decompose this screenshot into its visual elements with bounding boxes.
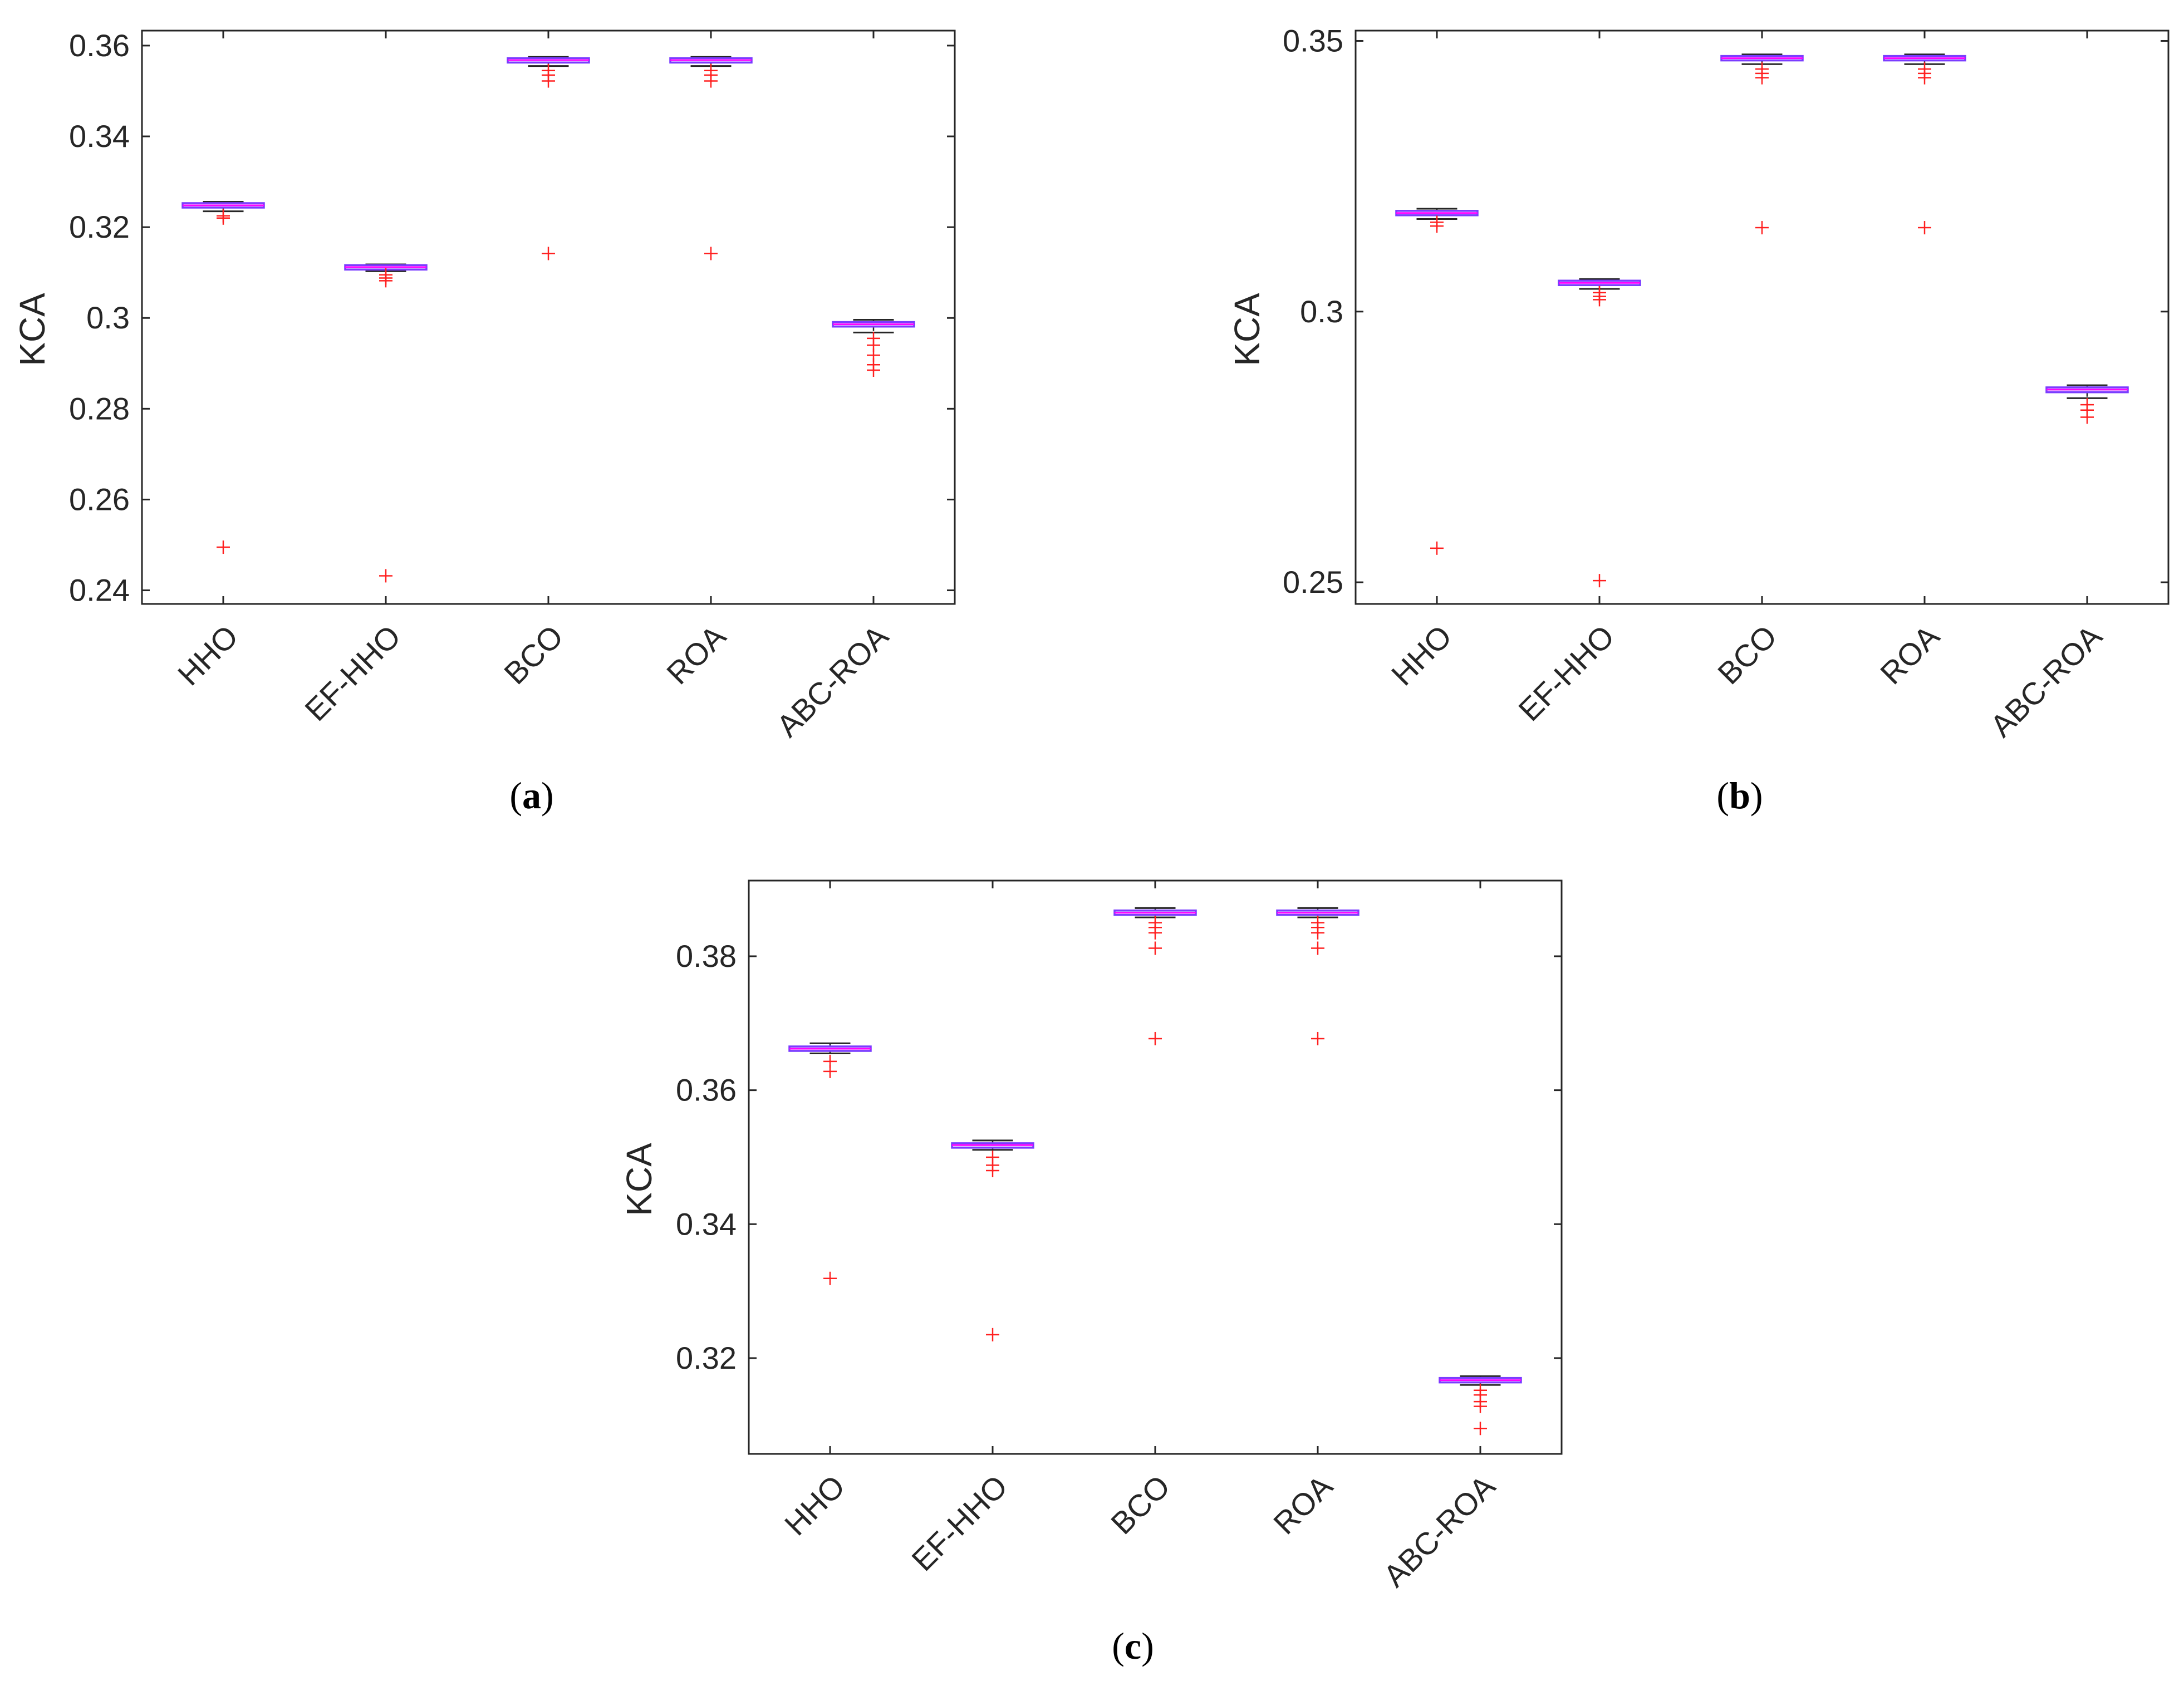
outlier-marker	[1918, 71, 1931, 85]
x-category-label: ABC-ROA	[770, 618, 895, 743]
panel-caption: (c)	[1112, 1625, 1154, 1667]
x-category-label: EF-HHO	[298, 618, 407, 728]
outlier-marker	[823, 1064, 837, 1078]
x-category-label: ABC-ROA	[1984, 618, 2109, 743]
outlier-marker	[1311, 926, 1324, 940]
x-category-label: BCO	[1711, 618, 1783, 691]
box-hho	[181, 200, 265, 554]
outlier-marker	[1593, 574, 1606, 588]
outlier-marker	[542, 74, 555, 88]
caption-paren-close: )	[1141, 1625, 1154, 1667]
outlier-marker	[1474, 1422, 1487, 1436]
x-category-label: BCO	[1104, 1468, 1176, 1541]
outlier-marker	[867, 363, 880, 377]
y-tick-label: 0.24	[69, 573, 130, 608]
box-roa	[669, 56, 753, 260]
outlier-marker	[704, 74, 718, 88]
box-abc-roa	[2045, 384, 2129, 424]
y-axis-label: KCA	[12, 293, 52, 366]
outlier-marker	[217, 211, 230, 225]
outlier-marker	[1474, 1399, 1487, 1413]
box-hho	[1395, 208, 1479, 555]
outlier-marker	[986, 1164, 999, 1178]
x-category-label: ROA	[1267, 1468, 1339, 1541]
y-tick-label: 0.25	[1283, 564, 1343, 599]
y-tick-label: 0.34	[676, 1206, 737, 1241]
x-category-label: EF-HHO	[1511, 618, 1621, 728]
outlier-marker	[379, 569, 392, 583]
outlier-marker	[1430, 541, 1444, 555]
y-tick-label: 0.38	[676, 938, 737, 974]
box-bco	[507, 56, 590, 260]
box-bco	[1113, 907, 1197, 1045]
y-axis-label: KCA	[1227, 293, 1267, 366]
outlier-marker	[1593, 293, 1606, 307]
x-category-label: ROA	[1873, 618, 1946, 691]
box-ef-hho	[1558, 278, 1641, 588]
y-tick-label: 0.32	[69, 209, 130, 244]
caption-paren-close: )	[541, 774, 554, 817]
y-axis-label: KCA	[619, 1143, 659, 1216]
box-bco	[1720, 53, 1804, 235]
caption-letter: c	[1125, 1625, 1141, 1667]
outlier-marker	[1149, 1031, 1162, 1045]
outlier-marker	[1311, 1031, 1324, 1045]
y-tick-label: 0.36	[676, 1073, 737, 1108]
panel-caption: (a)	[509, 774, 553, 817]
outlier-marker	[1755, 221, 1769, 235]
plot-area-frame	[141, 30, 956, 605]
y-tick-label: 0.36	[69, 28, 130, 63]
box-roa	[1276, 907, 1360, 1045]
outlier-marker	[986, 1328, 999, 1341]
y-tick-label: 0.35	[1283, 23, 1343, 58]
x-category-label: ABC-ROA	[1377, 1468, 1502, 1593]
caption-paren-open: (	[1716, 774, 1729, 817]
panel-a: 0.24 0.26 0.28 0.3 0.32 0.34 0.36 KCA HHO EF-HHO B…	[12, 28, 956, 817]
outlier-marker	[1149, 941, 1162, 955]
box-ef-hho	[951, 1139, 1034, 1341]
box-ef-hho	[344, 263, 428, 583]
x-category-label: ROA	[660, 618, 733, 691]
y-tick-label: 0.34	[69, 119, 130, 154]
outlier-marker	[2080, 410, 2094, 424]
panel-c: 0.32 0.34 0.36 0.38 KCA HHO EF-HHO BCO ROA ABC-RO…	[619, 879, 1563, 1667]
box-abc-roa	[1439, 1375, 1522, 1436]
caption-letter: b	[1729, 774, 1750, 817]
outlier-marker	[1149, 926, 1162, 940]
y-tick-label: 0.3	[86, 300, 130, 335]
plot-area-frame	[748, 879, 1563, 1455]
outlier-marker	[704, 247, 718, 260]
x-category-label: BCO	[497, 618, 570, 691]
outlier-marker	[542, 247, 555, 260]
x-category-label: HHO	[1385, 618, 1459, 692]
outlier-marker	[1918, 221, 1931, 235]
x-category-label: HHO	[171, 618, 245, 692]
y-tick-label: 0.32	[676, 1340, 737, 1375]
box-hho	[788, 1042, 872, 1285]
panel-b: 0.25 0.3 0.35 KCA HHO EF-HHO BCO ROA ABC-ROA (b)	[1227, 23, 2170, 817]
y-tick-label: 0.26	[69, 481, 130, 517]
plot-area-frame	[1354, 30, 2170, 605]
outlier-marker	[823, 1271, 837, 1285]
x-category-label: EF-HHO	[905, 1468, 1014, 1577]
x-category-label: HHO	[778, 1468, 852, 1542]
outlier-marker	[217, 540, 230, 554]
box-abc-roa	[832, 318, 915, 377]
caption-paren-close: )	[1750, 774, 1763, 817]
y-tick-label: 0.3	[1300, 294, 1343, 329]
caption-paren-open: (	[1112, 1625, 1125, 1667]
outlier-marker	[379, 274, 392, 288]
y-tick-label: 0.28	[69, 391, 130, 426]
outlier-marker	[1311, 941, 1324, 955]
panel-caption: (b)	[1716, 774, 1763, 817]
caption-paren-open: (	[509, 774, 522, 817]
outlier-marker	[1755, 71, 1769, 85]
outlier-marker	[1430, 219, 1444, 233]
caption-letter: a	[522, 774, 541, 817]
box-roa	[1883, 53, 1966, 235]
